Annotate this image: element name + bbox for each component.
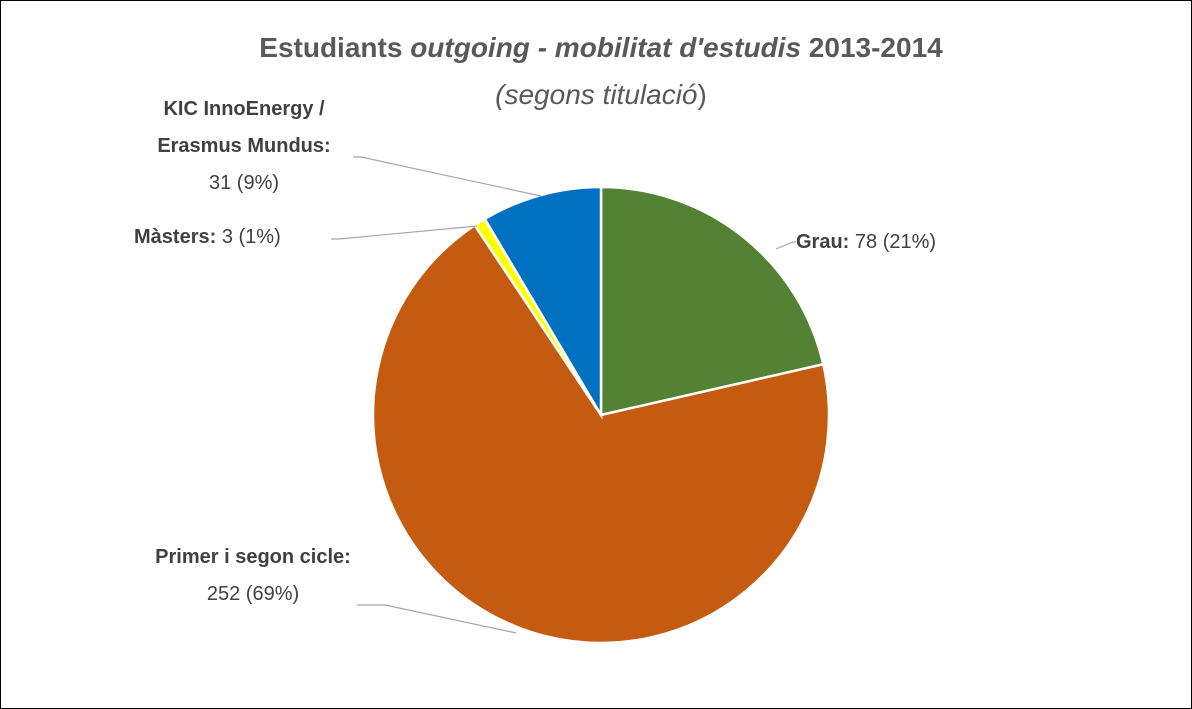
subtitle-part: (segons titulació xyxy=(495,79,697,110)
leader-line xyxy=(331,225,478,240)
title-part: 2013-2014 xyxy=(801,32,943,63)
leader-line xyxy=(353,156,542,197)
category-label: KIC InnoEnergy / Erasmus Mundus: xyxy=(157,98,331,157)
slice-label: Grau: 78 (21%) xyxy=(796,224,936,261)
value-label: 3 (1%) xyxy=(221,226,281,248)
pie-slice xyxy=(371,223,831,645)
leader-line xyxy=(357,604,517,634)
pie xyxy=(371,185,831,645)
slice-label: KIC InnoEnergy / Erasmus Mundus: 31 (9%) xyxy=(144,91,344,202)
chart-title: Estudiants outgoing - mobilitat d'estudi… xyxy=(259,32,943,63)
title-part: outgoing - mobilitat d'estudis xyxy=(410,32,801,63)
chart-subtitle: (segons titulació) xyxy=(495,79,707,110)
value-label: 31 (9%) xyxy=(208,172,280,194)
category-label: Grau: xyxy=(796,231,850,253)
pie-slice xyxy=(483,185,603,420)
value-label: 252 (69%) xyxy=(206,583,300,605)
slice-label: Primer i segon cicle: 252 (69%) xyxy=(153,539,353,613)
leader-line xyxy=(775,241,796,250)
category-label: Primer i segon cicle: xyxy=(155,546,351,568)
pie-slice xyxy=(599,185,825,417)
slice-label: Màsters: 3 (1%) xyxy=(134,219,281,256)
title-part: Estudiants xyxy=(259,32,410,63)
category-label: Màsters: xyxy=(134,226,217,248)
subtitle-part: ) xyxy=(698,79,707,110)
value-label: 78 (21%) xyxy=(854,231,937,253)
